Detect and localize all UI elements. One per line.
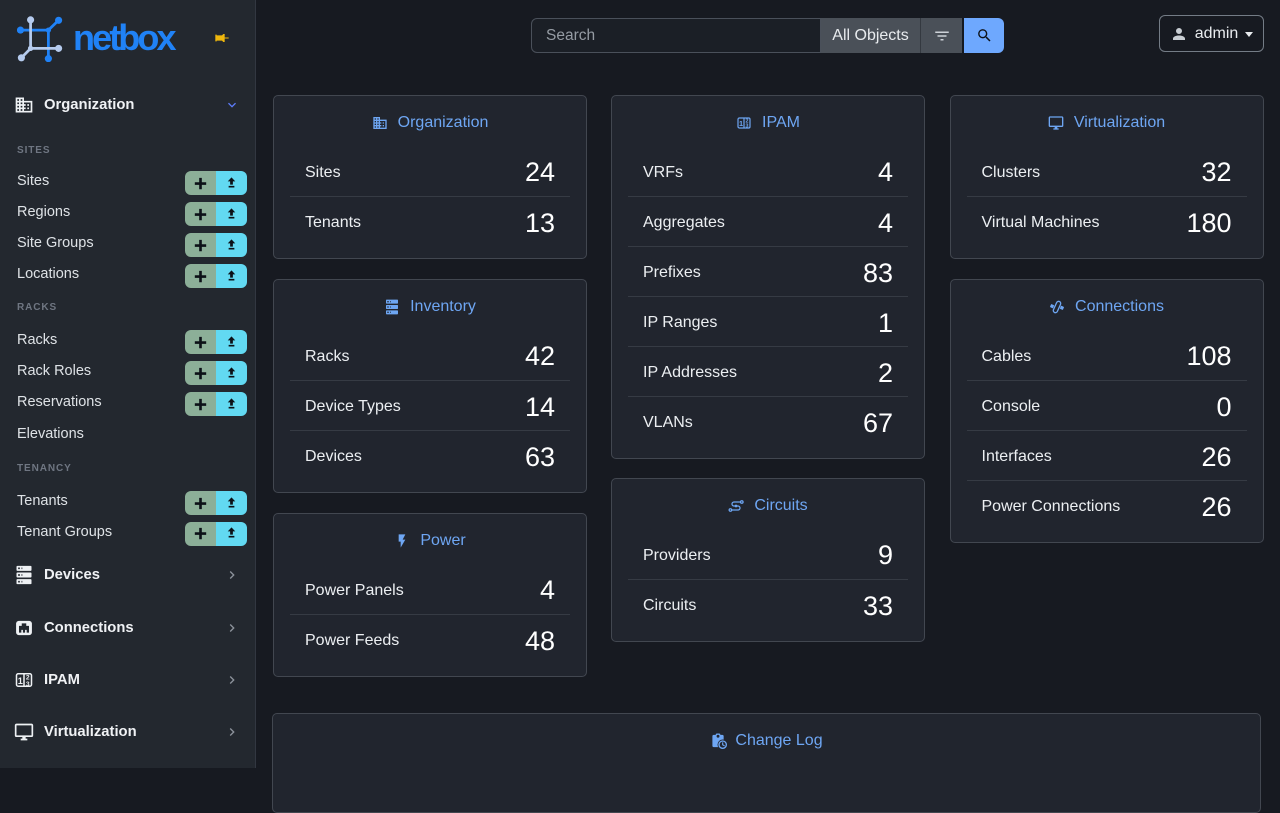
svg-text:3: 3 <box>746 123 749 129</box>
svg-text:3: 3 <box>26 680 30 687</box>
svg-text:2: 2 <box>746 118 749 124</box>
svg-text:2: 2 <box>26 674 30 681</box>
svg-text:1: 1 <box>739 119 743 128</box>
svg-text:1: 1 <box>18 675 23 685</box>
